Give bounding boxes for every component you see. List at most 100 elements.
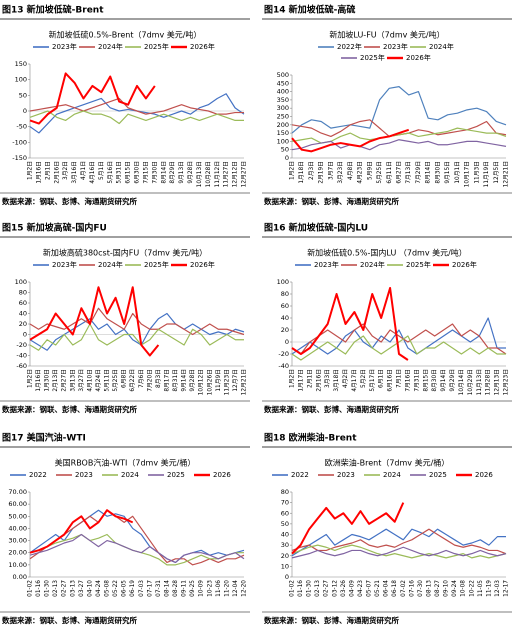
x-tick-label: 2月19日: [318, 161, 325, 184]
y-tick-label: 50: [281, 520, 289, 528]
x-tick-label: 01-02: [290, 580, 296, 597]
legend-label: 2024: [383, 471, 401, 479]
legend-label: 2024: [121, 471, 139, 479]
series-line: [29, 110, 244, 125]
x-tick-label: 10-09: [199, 580, 205, 597]
series-line: [291, 323, 507, 355]
series-line: [29, 312, 245, 351]
legend-label: 2024年: [429, 42, 454, 51]
x-tick-label: 7月15日: [142, 161, 149, 184]
y-tick-label: 10: [281, 562, 289, 570]
x-tick-label: 04-09: [349, 580, 355, 597]
x-tick-label: 10月26日: [206, 369, 213, 395]
x-tick-label: 9月29日: [449, 369, 456, 392]
y-tick-label: -100: [12, 138, 27, 146]
x-tick-label: 03-27: [79, 580, 85, 597]
source-note: 数据来源：钢联、彭博、海通期货研究所: [2, 615, 137, 625]
x-tick-label: 09-24: [452, 580, 458, 597]
chart-title: 美国RBOB汽油-WTI（7dmv 美元/桶）: [55, 458, 196, 468]
x-tick-label: 6月22日: [129, 369, 136, 392]
x-tick-label: 08-27: [435, 580, 441, 597]
x-tick-label: 09-25: [190, 580, 196, 597]
x-tick-label: 5月25日: [112, 369, 119, 392]
series-line: [291, 139, 507, 151]
figure-label: 图16 新加坡低硫-国内LU: [264, 222, 368, 234]
x-tick-label: 4月8日: [347, 161, 354, 180]
x-tick-label: 3月18日: [333, 369, 340, 392]
chart-title: 新加坡低硫0.5%-Brent（7dmv 美元/吨）: [49, 30, 202, 40]
x-tick-label: 12月12日: [232, 161, 239, 187]
x-tick-label: 4月16日: [89, 161, 96, 184]
x-tick-label: 04-24: [96, 580, 102, 597]
x-tick-label: 1月30日: [44, 369, 51, 392]
x-tick-label: 06-18: [392, 580, 398, 597]
x-tick-label: 4月23日: [357, 161, 364, 184]
x-tick-label: 08-13: [426, 580, 432, 597]
x-tick-label: 8月17日: [163, 369, 170, 392]
x-tick-label: 7月20日: [146, 369, 153, 392]
x-tick-label: 10月1日: [454, 161, 461, 184]
x-tick-label: 3月2日: [62, 161, 69, 180]
y-tick-label: 0: [23, 331, 27, 339]
x-tick-label: 3月27日: [78, 369, 85, 392]
x-tick-label: 11月23日: [223, 369, 230, 395]
series-line: [291, 335, 506, 361]
figure-label: 图13 新加坡低硫-Brent: [2, 4, 104, 16]
y-tick-label: 150: [277, 129, 289, 137]
x-tick-label: 02-13: [315, 580, 321, 597]
y-tick-label: 0: [285, 338, 289, 346]
y-tick-label: 200: [277, 121, 289, 129]
x-tick-label: 7月6日: [138, 369, 145, 388]
y-tick-label: 350: [277, 96, 289, 104]
y-tick-label: 80: [19, 289, 27, 297]
x-tick-label: 5月31日: [116, 161, 123, 184]
x-tick-label: 07-02: [401, 580, 407, 597]
x-tick-label: 7月13日: [405, 161, 412, 184]
x-tick-label: 12-03: [495, 580, 501, 597]
legend-label: 2023年: [383, 42, 408, 51]
figure-label: 图15 新加坡高硫-国内FU: [2, 222, 107, 234]
series-line: [291, 502, 405, 555]
y-tick-label: 20: [19, 320, 27, 328]
y-tick-label: -40: [278, 362, 289, 370]
chart-title: 新加坡LU-FU（7dmv 美元/吨）: [329, 30, 444, 40]
x-tick-label: 07-31: [156, 580, 162, 597]
x-tick-label: 7月16日: [404, 369, 411, 392]
y-tick-label: 0.00: [13, 573, 27, 581]
y-tick-label: 300: [277, 104, 289, 112]
y-tick-label: 40.00: [8, 524, 27, 532]
x-tick-label: 7月30日: [151, 161, 158, 184]
x-tick-label: 12月5日: [493, 161, 500, 184]
x-tick-label: 2月3日: [308, 161, 315, 180]
y-tick-label: 100: [277, 278, 289, 286]
x-tick-label: 12月23日: [503, 369, 510, 395]
x-tick-label: 09-10: [444, 580, 450, 597]
y-tick-label: 20.00: [8, 549, 27, 557]
x-tick-label: 8月29日: [169, 161, 176, 184]
x-tick-label: 05-22: [113, 580, 119, 597]
y-tick-label: 0: [285, 573, 289, 581]
x-tick-label: 10-23: [207, 580, 213, 597]
x-tick-label: 09-11: [182, 580, 188, 597]
legend-label: 2025: [167, 471, 185, 479]
x-tick-label: 8月3日: [155, 369, 162, 388]
x-tick-label: 03-13: [70, 580, 76, 597]
y-tick-label: 250: [277, 113, 289, 121]
figure-label: 图14 新加坡低硫-高硫: [264, 4, 355, 16]
y-tick-label: 30: [281, 541, 289, 549]
x-tick-label: 7月29日: [415, 161, 422, 184]
x-tick-label: 11月12日: [214, 161, 221, 187]
x-tick-label: 6月16日: [387, 369, 394, 392]
x-tick-label: 07-03: [139, 580, 145, 597]
legend-label: 2023: [75, 471, 93, 479]
x-tick-label: 1月17日: [297, 369, 304, 392]
source-note: 数据来源：钢联、彭博、海通期货研究所: [264, 615, 399, 625]
x-tick-label: 01-02: [28, 580, 34, 597]
y-tick-label: 50: [19, 91, 27, 99]
x-tick-label: 3月13日: [69, 369, 76, 392]
x-tick-label: 11月19日: [483, 161, 490, 187]
x-tick-label: 1月2日: [27, 369, 34, 388]
x-tick-label: 4月2日: [342, 369, 349, 388]
x-tick-label: 11月27日: [223, 161, 230, 187]
